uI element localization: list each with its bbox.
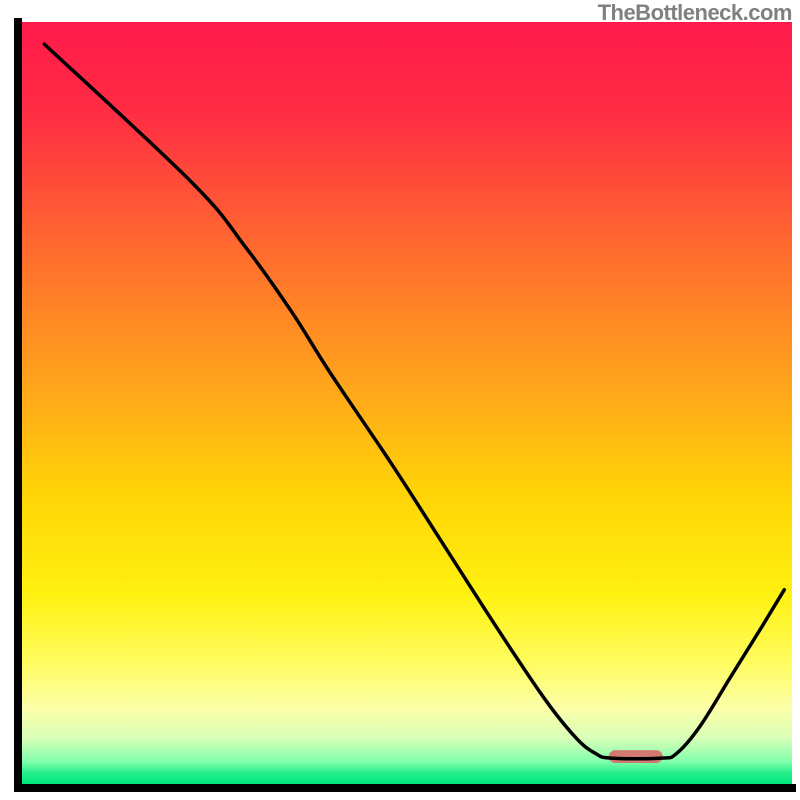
optimal-marker <box>609 750 663 763</box>
bottleneck-chart <box>0 0 800 800</box>
gradient-background <box>22 22 792 784</box>
chart-container: { "watermark": { "text": "TheBottleneck.… <box>0 0 800 800</box>
watermark-text: TheBottleneck.com <box>598 0 792 26</box>
